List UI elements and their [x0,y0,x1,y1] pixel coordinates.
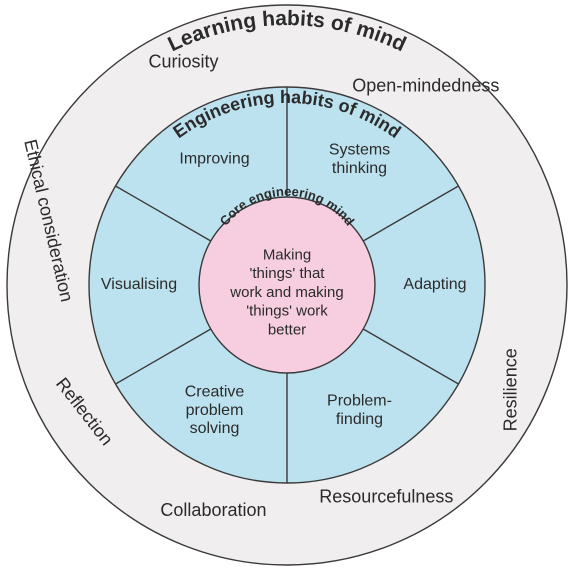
outer-habit: Open-mindedness [352,76,499,96]
engineering-habit: Problem-finding [327,393,392,428]
outer-habit: Resourcefulness [319,487,453,507]
outer-habit-label: Resourcefulness [319,487,453,507]
engineering-habit: Systemsthinking [329,141,390,176]
outer-habit: Resilience [501,348,521,431]
outer-habit-label: Resilience [501,348,521,431]
engineering-habit: Visualising [101,276,177,293]
outer-habit: Curiosity [148,52,218,72]
engineering-habit: Creativeproblemsolving [185,383,245,437]
outer-habit: Collaboration [160,500,266,520]
outer-habit-label: Open-mindedness [352,76,499,96]
outer-habit-label: Curiosity [148,52,218,72]
engineering-habit: Adapting [403,276,466,293]
habits-of-mind-diagram: Learning habits of mindEngineering habit… [0,0,575,567]
engineering-habit: Improving [179,151,249,168]
outer-habit-label: Collaboration [160,500,266,520]
